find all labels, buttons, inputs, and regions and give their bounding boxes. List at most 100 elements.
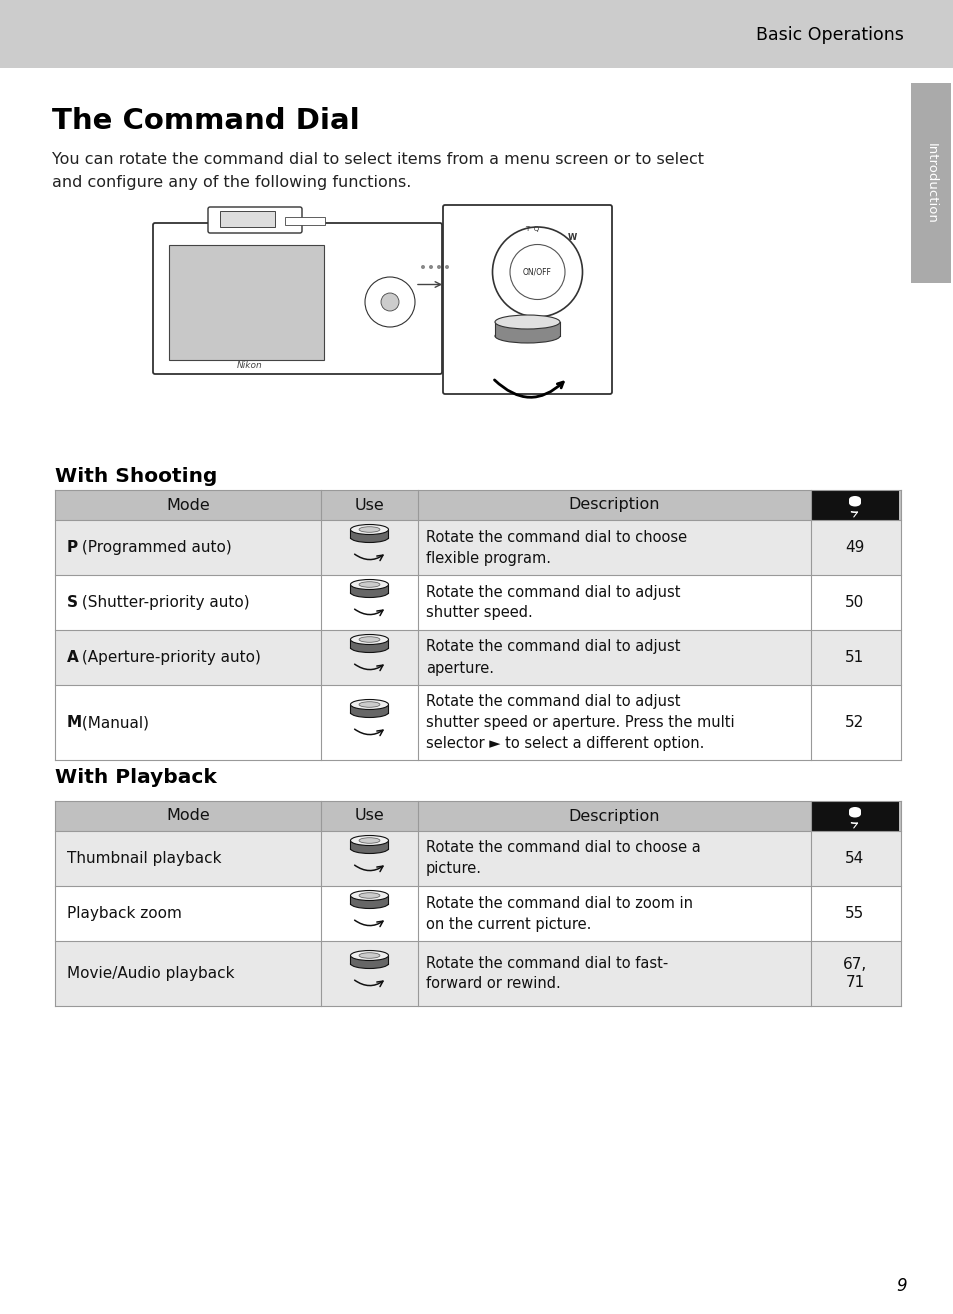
Text: Use: Use	[355, 808, 384, 824]
Text: The Command Dial: The Command Dial	[52, 106, 359, 135]
Bar	[350, 955, 388, 963]
Bar	[350, 841, 388, 849]
FancyBboxPatch shape	[152, 223, 441, 374]
Ellipse shape	[365, 277, 415, 327]
Bar	[55, 685, 900, 759]
Ellipse shape	[358, 527, 379, 532]
Text: Introduction: Introduction	[923, 142, 937, 223]
Text: Description: Description	[568, 498, 659, 512]
Bar	[0, 0, 953, 68]
Bar	[55, 490, 900, 520]
Text: Playback zoom: Playback zoom	[67, 905, 182, 921]
Ellipse shape	[350, 524, 388, 535]
Text: With Playback: With Playback	[55, 767, 216, 787]
Text: (Programmed auto): (Programmed auto)	[77, 540, 232, 555]
Ellipse shape	[350, 643, 388, 653]
Text: Nikon: Nikon	[237, 361, 263, 371]
Ellipse shape	[495, 328, 559, 343]
Text: Rotate the command dial to choose a
picture.: Rotate the command dial to choose a pict…	[426, 841, 700, 876]
Text: (Shutter-priority auto): (Shutter-priority auto)	[77, 595, 250, 610]
Ellipse shape	[350, 899, 388, 908]
Ellipse shape	[495, 315, 559, 328]
Text: 51: 51	[844, 650, 863, 665]
Ellipse shape	[492, 227, 582, 317]
Bar	[285, 217, 325, 225]
Ellipse shape	[848, 807, 861, 813]
Text: Mode: Mode	[166, 808, 210, 824]
Ellipse shape	[358, 637, 379, 643]
Bar	[55, 830, 900, 886]
Bar	[55, 520, 900, 576]
Bar	[810, 490, 898, 520]
Bar	[55, 941, 900, 1007]
Text: Thumbnail playback: Thumbnail playback	[67, 851, 221, 866]
Text: 50: 50	[844, 595, 863, 610]
Ellipse shape	[350, 699, 388, 710]
Text: Rotate the command dial to adjust
aperture.: Rotate the command dial to adjust apertu…	[426, 640, 679, 675]
Bar	[169, 244, 324, 360]
Text: Mode: Mode	[166, 498, 210, 512]
Ellipse shape	[350, 635, 388, 644]
Text: 52: 52	[844, 715, 863, 731]
Bar	[350, 704, 388, 712]
Ellipse shape	[350, 891, 388, 900]
Ellipse shape	[350, 950, 388, 961]
Bar	[220, 212, 274, 227]
Ellipse shape	[350, 532, 388, 543]
Bar	[848, 811, 861, 813]
Bar	[55, 802, 900, 830]
Bar	[350, 585, 388, 593]
Bar	[810, 802, 898, 830]
Text: Movie/Audio playback: Movie/Audio playback	[67, 966, 234, 982]
Text: 49: 49	[844, 540, 863, 555]
Ellipse shape	[350, 958, 388, 968]
Text: 54: 54	[844, 851, 863, 866]
Text: T  Q: T Q	[525, 226, 539, 233]
Ellipse shape	[848, 811, 861, 817]
Text: You can rotate the command dial to select items from a menu screen or to select: You can rotate the command dial to selec…	[52, 152, 703, 167]
Text: Rotate the command dial to adjust
shutter speed.: Rotate the command dial to adjust shutte…	[426, 585, 679, 620]
Text: 9: 9	[896, 1277, 906, 1296]
Bar	[350, 530, 388, 537]
Ellipse shape	[848, 499, 861, 506]
Bar	[55, 576, 900, 629]
Ellipse shape	[380, 293, 398, 311]
Text: W: W	[567, 233, 577, 242]
Text: S: S	[67, 595, 78, 610]
Bar	[55, 629, 900, 685]
Bar	[350, 896, 388, 904]
Text: P: P	[67, 540, 78, 555]
Ellipse shape	[350, 844, 388, 854]
Text: Rotate the command dial to fast-
forward or rewind.: Rotate the command dial to fast- forward…	[426, 955, 667, 992]
Ellipse shape	[358, 702, 379, 707]
Text: Rotate the command dial to adjust
shutter speed or aperture. Press the multi
sel: Rotate the command dial to adjust shutte…	[426, 694, 734, 752]
Text: Basic Operations: Basic Operations	[755, 26, 903, 45]
Bar	[350, 640, 388, 648]
Text: Description: Description	[568, 808, 659, 824]
Bar	[495, 322, 560, 336]
Text: Rotate the command dial to zoom in
on the current picture.: Rotate the command dial to zoom in on th…	[426, 896, 692, 932]
Bar	[55, 886, 900, 941]
Text: 55: 55	[844, 905, 863, 921]
Text: (Aperture-priority auto): (Aperture-priority auto)	[77, 650, 260, 665]
Ellipse shape	[350, 587, 388, 598]
Ellipse shape	[420, 265, 424, 269]
Text: ON/OFF: ON/OFF	[522, 268, 552, 276]
Text: Use: Use	[355, 498, 384, 512]
Ellipse shape	[436, 265, 440, 269]
Ellipse shape	[510, 244, 564, 300]
Ellipse shape	[358, 838, 379, 844]
Ellipse shape	[358, 582, 379, 587]
Ellipse shape	[444, 265, 449, 269]
Ellipse shape	[358, 892, 379, 899]
Text: With Shooting: With Shooting	[55, 466, 217, 486]
Ellipse shape	[350, 836, 388, 845]
Text: 67,
71: 67, 71	[842, 958, 866, 989]
Text: (Manual): (Manual)	[77, 715, 149, 731]
Text: Rotate the command dial to choose
flexible program.: Rotate the command dial to choose flexib…	[426, 530, 686, 565]
Text: and configure any of the following functions.: and configure any of the following funct…	[52, 175, 411, 191]
Text: M: M	[67, 715, 82, 731]
Text: A: A	[67, 650, 79, 665]
Ellipse shape	[848, 495, 861, 503]
Ellipse shape	[358, 953, 379, 958]
